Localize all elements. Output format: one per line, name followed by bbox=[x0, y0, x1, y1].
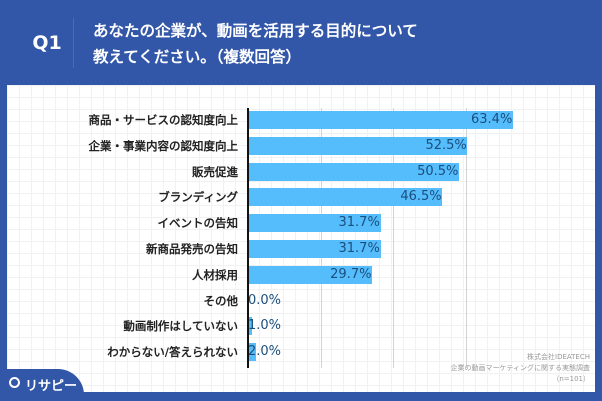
source-survey: 企業の動画マーケティングに関する実態調査 bbox=[450, 364, 590, 372]
logo-text: リサピー bbox=[25, 379, 78, 394]
question-number: Q1 bbox=[32, 32, 62, 54]
value-label: 50.5% bbox=[417, 163, 459, 179]
logo: リサピー bbox=[0, 369, 84, 401]
value-label: 1.0% bbox=[248, 318, 282, 334]
value-label: 0.0% bbox=[248, 292, 282, 308]
category-label: イベントの告知 bbox=[157, 216, 239, 231]
bar bbox=[248, 265, 373, 284]
category-label: 販売促進 bbox=[192, 164, 238, 179]
gridline bbox=[393, 108, 394, 368]
value-label: 31.7% bbox=[338, 241, 380, 256]
source-note: 株式会社IDEATECH 企業の動画マーケティングに関する実態調査 （n=101… bbox=[451, 352, 590, 385]
bar bbox=[248, 317, 253, 336]
title-line-1: あなたの企業が、動画を活用する目的について bbox=[93, 22, 418, 40]
pin-icon bbox=[9, 377, 20, 388]
gridline bbox=[466, 108, 467, 368]
category-label: 動画制作はしていない bbox=[123, 319, 238, 334]
gridline bbox=[321, 108, 322, 368]
source-n: （n=101） bbox=[552, 375, 590, 383]
bar bbox=[248, 136, 468, 155]
category-label: ブランディング bbox=[158, 190, 238, 205]
value-label: 52.5% bbox=[425, 137, 467, 153]
page-title: あなたの企業が、動画を活用する目的について 教えてください。（複数回答） bbox=[93, 18, 418, 70]
category-label: 企業・事業内容の認知度向上 bbox=[88, 138, 239, 153]
bar bbox=[248, 240, 381, 258]
source-company: 株式会社IDEATECH bbox=[527, 353, 590, 361]
bar bbox=[248, 111, 513, 129]
bar bbox=[248, 188, 443, 207]
category-label: その他 bbox=[203, 293, 239, 308]
value-label: 2.0% bbox=[248, 344, 282, 360]
category-label: わからない/答えられない bbox=[107, 345, 238, 360]
value-label: 31.7% bbox=[338, 215, 380, 231]
bar bbox=[248, 214, 381, 233]
y-axis bbox=[247, 108, 249, 368]
chart-card bbox=[7, 85, 595, 392]
category-label: 新商品発売の告知 bbox=[146, 242, 238, 256]
value-label: 63.4% bbox=[471, 112, 513, 127]
value-label: 29.7% bbox=[330, 266, 372, 282]
divider bbox=[73, 18, 74, 68]
value-label: 46.5% bbox=[400, 189, 442, 205]
category-label: 商品・サービスの認知度向上 bbox=[88, 113, 239, 127]
bar bbox=[248, 343, 257, 362]
category-label: 人材採用 bbox=[192, 267, 238, 282]
title-line-2: 教えてください。（複数回答） bbox=[93, 48, 302, 66]
bar bbox=[248, 162, 460, 181]
